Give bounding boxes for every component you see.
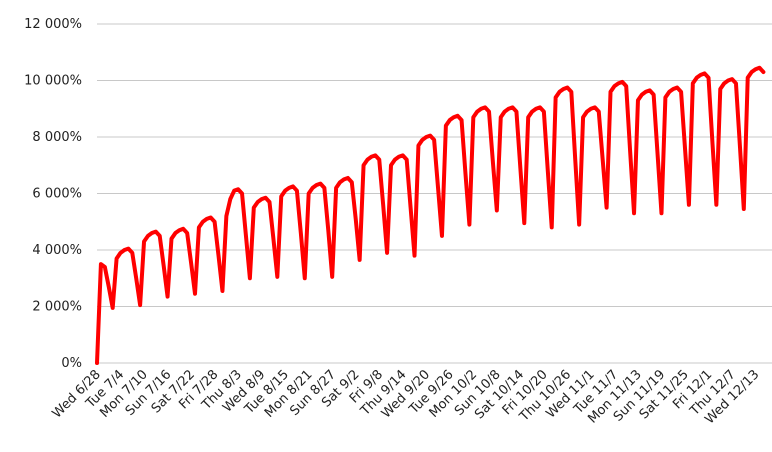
y-tick-label: 4 000% xyxy=(32,243,82,258)
y-tick-label: 6 000% xyxy=(32,187,82,202)
y-tick-label: 8 000% xyxy=(32,130,82,145)
line xyxy=(95,65,766,365)
y-tick-label: 2 000% xyxy=(32,300,82,315)
y-tick-label: 12 000% xyxy=(24,17,82,32)
y-tick-label: 10 000% xyxy=(24,74,82,89)
y-tick-label: 0% xyxy=(61,356,82,371)
